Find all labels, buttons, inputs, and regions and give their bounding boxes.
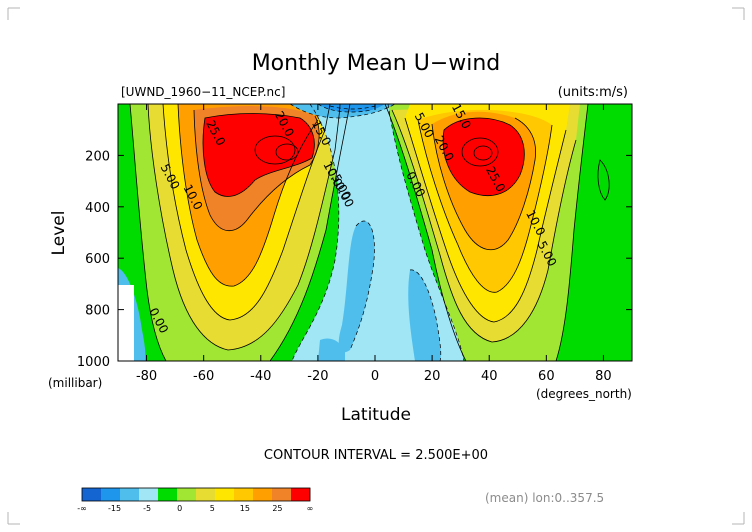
- chart-title: Monthly Mean U−wind: [252, 51, 501, 76]
- missing-data-patch: [118, 285, 134, 361]
- colorbar-swatch: [196, 488, 216, 501]
- left-jet-core: [203, 113, 315, 197]
- x-axis: -80 -60 -40 -20 0 20 40 60 80: [136, 104, 612, 384]
- colorbar-frame: [81, 487, 311, 502]
- colorbar-label: -15: [108, 504, 121, 513]
- y-tick-label: 800: [85, 304, 110, 319]
- y-axis-title: Level: [49, 211, 69, 256]
- colorbar-swatch: [272, 488, 292, 501]
- x-tick-label: -80: [136, 369, 157, 384]
- colorbar-label: 25: [272, 504, 282, 513]
- colorbar-swatch: [234, 488, 254, 501]
- colorbar-swatch: [291, 488, 311, 501]
- colorbar-swatch: [158, 488, 178, 501]
- contour-lines: [129, 104, 610, 361]
- x-axis-units: (degrees_north): [536, 387, 632, 401]
- x-tick-label: 40: [481, 369, 498, 384]
- negative-contours: [289, 104, 465, 361]
- stratospheric-core: [318, 104, 385, 112]
- colorbar: -∞ -15 -5 0 5 15 25 ∞: [77, 487, 314, 513]
- easterly-cell-east: [408, 269, 441, 361]
- x-tick-label: 0: [371, 369, 379, 384]
- x-tick-label: 60: [538, 369, 555, 384]
- easterly-cell-surface: [318, 338, 345, 361]
- easterly-cell-west: [338, 221, 375, 353]
- x-axis-title: Latitude: [341, 405, 411, 425]
- colorbar-label: 15: [240, 504, 250, 513]
- colorbar-swatch: [177, 488, 197, 501]
- colorbar-label: 5: [210, 504, 215, 513]
- colorbar-swatch: [101, 488, 121, 501]
- x-tick-label: -40: [250, 369, 271, 384]
- x-tick-label: 80: [595, 369, 612, 384]
- colorbar-swatch: [82, 488, 102, 501]
- right-jet-core: [443, 118, 525, 196]
- contour-field: [118, 104, 632, 361]
- colorbar-swatch: [215, 488, 235, 501]
- y-tick-label: 1000: [77, 355, 110, 370]
- colorbar-label: -5: [143, 504, 151, 513]
- y-axis-units: (millibar): [48, 376, 102, 390]
- y-tick-label: 600: [85, 252, 110, 267]
- dataset-label: [UWND_1960−11_NCEP.nc]: [121, 85, 285, 99]
- units-label: (units:m/s): [558, 85, 628, 100]
- colorbar-swatch: [139, 488, 159, 501]
- colorbar-label: 0: [177, 504, 182, 513]
- corner-marks: [7, 7, 745, 525]
- contour-interval-note: CONTOUR INTERVAL = 2.500E+00: [264, 448, 488, 463]
- colorbar-label: -∞: [77, 504, 87, 513]
- colorbar-label: ∞: [307, 504, 314, 513]
- y-tick-label: 400: [85, 201, 110, 216]
- x-tick-label: -60: [193, 369, 214, 384]
- averaging-note: (mean) lon:0..357.5: [485, 491, 604, 505]
- y-tick-label: 200: [85, 149, 110, 164]
- colorbar-swatch: [120, 488, 140, 501]
- x-tick-label: -20: [307, 369, 328, 384]
- colorbar-swatch: [253, 488, 273, 501]
- y-axis: 200 400 600 800 1000: [77, 149, 632, 370]
- x-tick-label: 20: [424, 369, 441, 384]
